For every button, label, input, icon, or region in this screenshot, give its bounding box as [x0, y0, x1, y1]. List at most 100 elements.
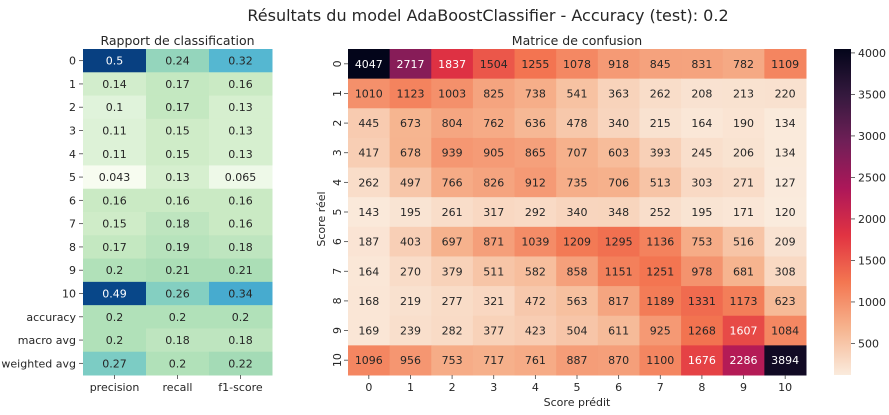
- confusion-cell-label: 1109: [771, 58, 799, 71]
- confusion-row-label: 6: [331, 238, 344, 245]
- confusion-row-label: 2: [331, 120, 344, 127]
- report-cell-label: 0.17: [165, 101, 190, 114]
- confusion-row-label: 4: [331, 179, 344, 186]
- confusion-column-label: 5: [574, 381, 581, 394]
- colorbar-tick-label: 2000: [858, 213, 886, 226]
- report-cell-label: 0.17: [165, 78, 190, 91]
- report-cell-label: 0.16: [228, 194, 253, 207]
- report-cell-label: 0.34: [228, 288, 253, 301]
- colorbar-tick-label: 4000: [858, 47, 886, 60]
- confusion-cell-label: 206: [733, 147, 754, 160]
- confusion-cell-label: 2286: [730, 354, 758, 367]
- confusion-cell-label: 261: [442, 206, 463, 219]
- confusion-cell-label: 215: [650, 117, 671, 130]
- confusion-cell-label: 321: [483, 295, 504, 308]
- confusion-cell-label: 845: [650, 58, 671, 71]
- confusion-cell-label: 208: [691, 87, 712, 100]
- confusion-cell-label: 697: [442, 236, 463, 249]
- confusion-cell-label: 905: [483, 147, 504, 160]
- confusion-cell-label: 753: [442, 354, 463, 367]
- confusion-cell-label: 478: [567, 117, 588, 130]
- confusion-matrix-column-labels: 0 1 2 3 4 5 6 7 8 9 10: [365, 375, 792, 394]
- confusion-column-label: 4: [532, 381, 539, 394]
- confusion-cell-label: 220: [775, 87, 796, 100]
- confusion-cell-label: 252: [650, 206, 671, 219]
- confusion-matrix-ylabel: Score réel: [315, 191, 328, 246]
- confusion-cell-label: 673: [400, 117, 421, 130]
- confusion-cell-label: 611: [608, 325, 629, 338]
- confusion-cell-label: 4047: [355, 58, 383, 71]
- report-cell-label: 0.17: [102, 241, 127, 254]
- report-row-label: 5: [69, 171, 76, 184]
- confusion-cell-label: 918: [608, 58, 629, 71]
- confusion-cell-label: 363: [608, 87, 629, 100]
- confusion-cell-label: 195: [691, 206, 712, 219]
- confusion-cell-label: 511: [483, 265, 504, 278]
- confusion-cell-label: 270: [400, 265, 421, 278]
- report-row-label: 9: [69, 264, 76, 277]
- confusion-cell-label: 3894: [771, 354, 799, 367]
- confusion-cell-label: 1096: [355, 354, 383, 367]
- confusion-cell-label: 563: [567, 295, 588, 308]
- confusion-cell-label: 245: [691, 147, 712, 160]
- confusion-cell-label: 516: [733, 236, 754, 249]
- report-row-label: macro avg: [18, 334, 76, 347]
- report-cell-label: 0.16: [165, 194, 190, 207]
- confusion-cell-label: 187: [358, 236, 379, 249]
- confusion-cell-label: 681: [733, 265, 754, 278]
- colorbar-tick-label: 3000: [858, 130, 886, 143]
- report-cell-label: 0.11: [102, 148, 127, 161]
- confusion-cell-label: 1084: [771, 325, 799, 338]
- colorbar: 5001000150020002500300035004000: [834, 47, 886, 375]
- report-row-label: 1: [69, 78, 76, 91]
- classification-report-cells: 0.5 0.24 0.320.14 0.17 0.160.1 0.17 0.130.11 0.…: [83, 49, 273, 376]
- report-row-label: 3: [69, 125, 76, 138]
- colorbar-ticks: 5001000150020002500300035004000: [851, 47, 886, 351]
- confusion-cell-label: 1136: [646, 236, 674, 249]
- report-row-label: 10: [62, 288, 76, 301]
- confusion-cell-label: 445: [358, 117, 379, 130]
- confusion-row-label: 1: [331, 90, 344, 97]
- confusion-cell-label: 423: [525, 325, 546, 338]
- confusion-cell-label: 1100: [646, 354, 674, 367]
- report-cell-label: 0.16: [228, 78, 253, 91]
- confusion-cell-label: 504: [567, 325, 588, 338]
- report-cell-label: 0.15: [165, 148, 190, 161]
- colorbar-tick-label: 500: [858, 337, 879, 350]
- confusion-cell-label: 379: [442, 265, 463, 278]
- confusion-cell-label: 1676: [688, 354, 716, 367]
- report-cell-label: 0.043: [99, 171, 131, 184]
- confusion-cell-label: 925: [650, 325, 671, 338]
- confusion-cell-label: 348: [608, 206, 629, 219]
- confusion-row-label: 0: [331, 60, 344, 67]
- report-cell-label: 0.13: [228, 125, 253, 138]
- report-cell-label: 0.5: [106, 55, 124, 68]
- confusion-column-label: 1: [407, 381, 414, 394]
- confusion-cell-label: 582: [525, 265, 546, 278]
- confusion-cell-label: 134: [775, 117, 796, 130]
- report-cell-label: 0.13: [228, 148, 253, 161]
- confusion-cell-label: 766: [442, 176, 463, 189]
- confusion-cell-label: 738: [525, 87, 546, 100]
- confusion-cell-label: 120: [775, 206, 796, 219]
- confusion-cell-label: 277: [442, 295, 463, 308]
- confusion-cell-label: 127: [775, 176, 796, 189]
- confusion-cell-label: 707: [567, 147, 588, 160]
- confusion-cell-label: 317: [483, 206, 504, 219]
- report-cell-label: 0.1: [106, 101, 124, 114]
- confusion-matrix-heatmap: Matrice de confusion 4047 2717 1837 1504 125…: [315, 33, 807, 409]
- confusion-cell-label: 171: [733, 206, 754, 219]
- confusion-cell-label: 209: [775, 236, 796, 249]
- report-cell-label: 0.49: [102, 288, 127, 301]
- confusion-cell-label: 1123: [396, 87, 424, 100]
- confusion-row-label: 5: [331, 209, 344, 216]
- confusion-row-label: 3: [331, 149, 344, 156]
- confusion-cell-label: 497: [400, 176, 421, 189]
- confusion-cell-label: 1010: [355, 87, 383, 100]
- confusion-cell-label: 871: [483, 236, 504, 249]
- confusion-cell-label: 1003: [438, 87, 466, 100]
- confusion-cell-label: 887: [567, 354, 588, 367]
- confusion-matrix-xlabel: Score prédit: [544, 396, 611, 409]
- report-row-label: accuracy: [26, 311, 76, 324]
